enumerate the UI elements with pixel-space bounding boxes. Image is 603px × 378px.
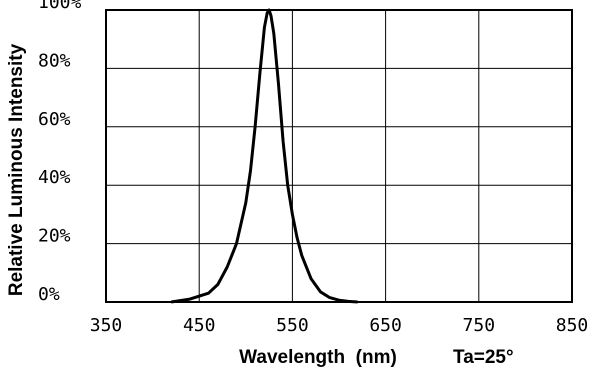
x-tick-label: 450: [183, 315, 216, 336]
y-tick-label: 0%: [38, 284, 60, 305]
x-tick-label: 750: [463, 315, 496, 336]
y-tick-label: 100%: [38, 0, 82, 13]
x-axis-title: Wavelength (nm): [239, 347, 397, 368]
x-tick-labels: 350 450 550 650 750 850: [90, 315, 589, 336]
grid: [106, 10, 572, 302]
y-tick-label: 40%: [38, 167, 71, 188]
x-tick-label: 650: [369, 315, 402, 336]
temperature-annotation: Ta=25°: [453, 347, 514, 368]
y-tick-labels: 0% 20% 40% 60% 80% 100%: [38, 0, 82, 305]
x-tick-label: 350: [90, 315, 123, 336]
y-tick-label: 20%: [38, 226, 71, 247]
plot-frame: [105, 9, 573, 303]
y-axis-title: Relative Luminous Intensity: [6, 43, 27, 296]
x-tick-label: 850: [556, 315, 589, 336]
y-tick-label: 80%: [38, 50, 71, 71]
series-line: [170, 8, 358, 304]
y-tick-label: 60%: [38, 109, 71, 130]
x-tick-label: 550: [276, 315, 309, 336]
